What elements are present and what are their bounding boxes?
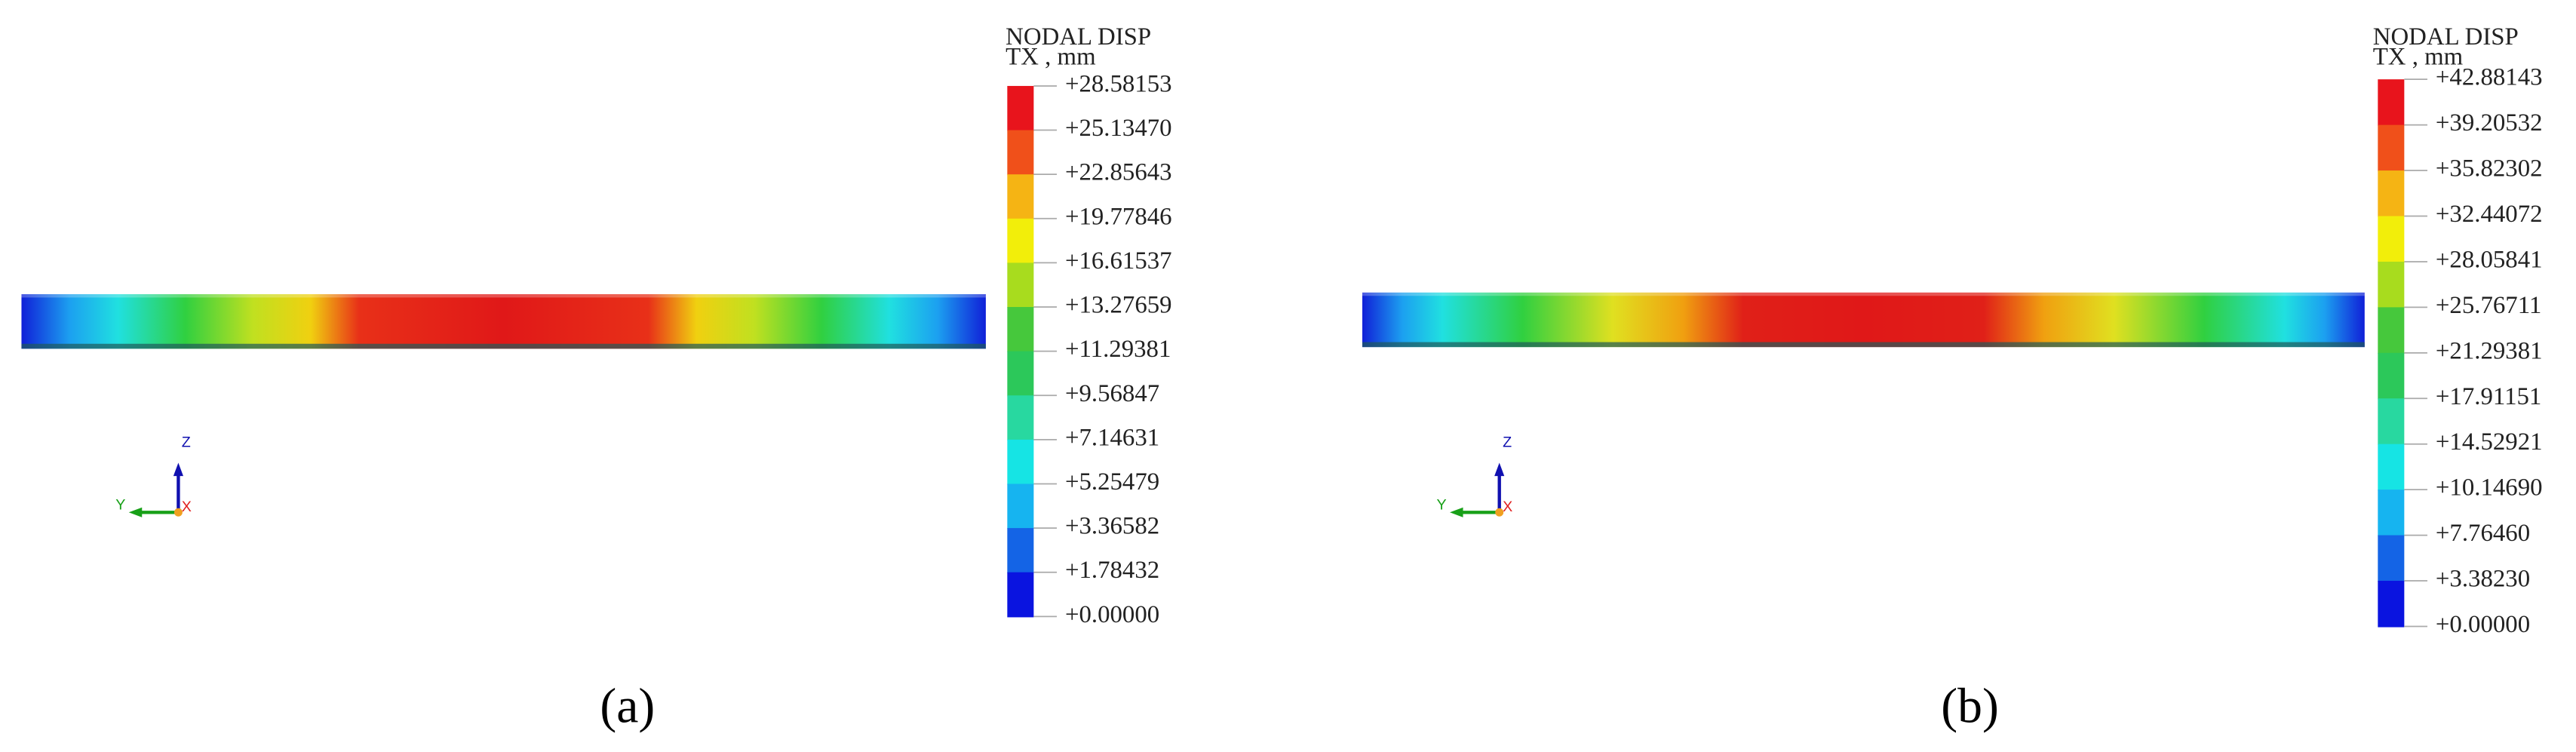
legend-title: TX , mm xyxy=(1006,43,1096,70)
legend-band xyxy=(2378,261,2405,308)
y-label: Y xyxy=(115,497,125,514)
legend-band xyxy=(1007,130,1034,176)
caption: (b) xyxy=(1941,678,1999,733)
legend-label: +13.27659 xyxy=(1065,292,1172,319)
x-label: X xyxy=(1503,499,1512,515)
legend-label: +28.05841 xyxy=(2436,246,2543,273)
legend-band xyxy=(1007,307,1034,352)
z-label: Z xyxy=(182,434,191,450)
caption: (a) xyxy=(600,678,655,733)
legend-title: TX , mm xyxy=(2373,43,2464,70)
legend-band xyxy=(1007,262,1034,308)
legend-label: +5.25479 xyxy=(1065,468,1159,496)
legend-label: +17.91151 xyxy=(2436,383,2541,410)
legend-label: +7.76460 xyxy=(2436,520,2530,547)
z-label: Z xyxy=(1503,434,1512,450)
legend-band xyxy=(1007,174,1034,219)
x-label: X xyxy=(182,499,192,515)
legend-label: +22.85643 xyxy=(1065,159,1172,186)
legend-band xyxy=(1007,483,1034,529)
legend-band xyxy=(2378,581,2405,628)
beam-top-edge xyxy=(21,294,986,298)
legend-label: +28.58153 xyxy=(1065,70,1172,97)
legend-label: +25.76711 xyxy=(2436,292,2541,319)
legend-label: +10.14690 xyxy=(2436,474,2543,502)
legend-label: +7.14631 xyxy=(1065,424,1159,451)
legend-band xyxy=(1007,218,1034,264)
legend-title: NODAL DISP xyxy=(2373,23,2519,51)
legend-band xyxy=(1007,572,1034,618)
legend-label: +9.56847 xyxy=(1065,380,1159,407)
beam-contour xyxy=(21,294,986,349)
legend-label: +19.77846 xyxy=(1065,203,1172,230)
legend-label: +3.38230 xyxy=(2436,566,2530,593)
legend-band xyxy=(2378,444,2405,491)
legend-label: +42.88143 xyxy=(2436,64,2543,91)
y-arrow xyxy=(128,507,143,517)
legend-label: +35.82302 xyxy=(2436,155,2543,183)
legend-label: +1.78432 xyxy=(1065,557,1159,584)
legend-band xyxy=(2378,124,2405,172)
legend-band xyxy=(2378,490,2405,536)
legend-label: +21.29381 xyxy=(2436,337,2543,364)
legend-label: +0.00000 xyxy=(2436,611,2530,638)
legend-band xyxy=(2378,535,2405,582)
legend-band xyxy=(2378,398,2405,445)
origin xyxy=(173,508,183,517)
z-arrow xyxy=(1494,462,1505,477)
legend-label: +14.52921 xyxy=(2436,428,2543,456)
legend-band xyxy=(1007,439,1034,485)
legend-label: +39.20532 xyxy=(2436,109,2543,137)
beam-edge xyxy=(21,343,986,349)
beam-contour xyxy=(1362,292,2365,348)
y-arrow xyxy=(1450,507,1463,517)
y-label: Y xyxy=(1437,497,1447,514)
beam-top-edge xyxy=(1362,292,2365,296)
legend-label: +0.00000 xyxy=(1065,601,1159,628)
legend-label: +11.29381 xyxy=(1065,336,1171,363)
beam-edge xyxy=(1362,342,2365,348)
z-arrow xyxy=(173,462,183,477)
legend-title: NODAL DISP xyxy=(1006,23,1151,51)
legend-band xyxy=(1007,85,1034,131)
legend-label: +16.61537 xyxy=(1065,247,1172,275)
legend-band xyxy=(2378,216,2405,263)
origin xyxy=(1495,508,1504,517)
legend-band xyxy=(1007,395,1034,440)
legend-band xyxy=(1007,528,1034,573)
legend-label: +3.36582 xyxy=(1065,513,1159,540)
legend-label: +25.13470 xyxy=(1065,115,1172,142)
legend-band xyxy=(1007,351,1034,397)
legend-label: +32.44072 xyxy=(2436,201,2543,228)
legend-band xyxy=(2378,170,2405,217)
legend-band xyxy=(2378,352,2405,400)
legend-band xyxy=(2378,79,2405,126)
legend-band xyxy=(2378,307,2405,354)
